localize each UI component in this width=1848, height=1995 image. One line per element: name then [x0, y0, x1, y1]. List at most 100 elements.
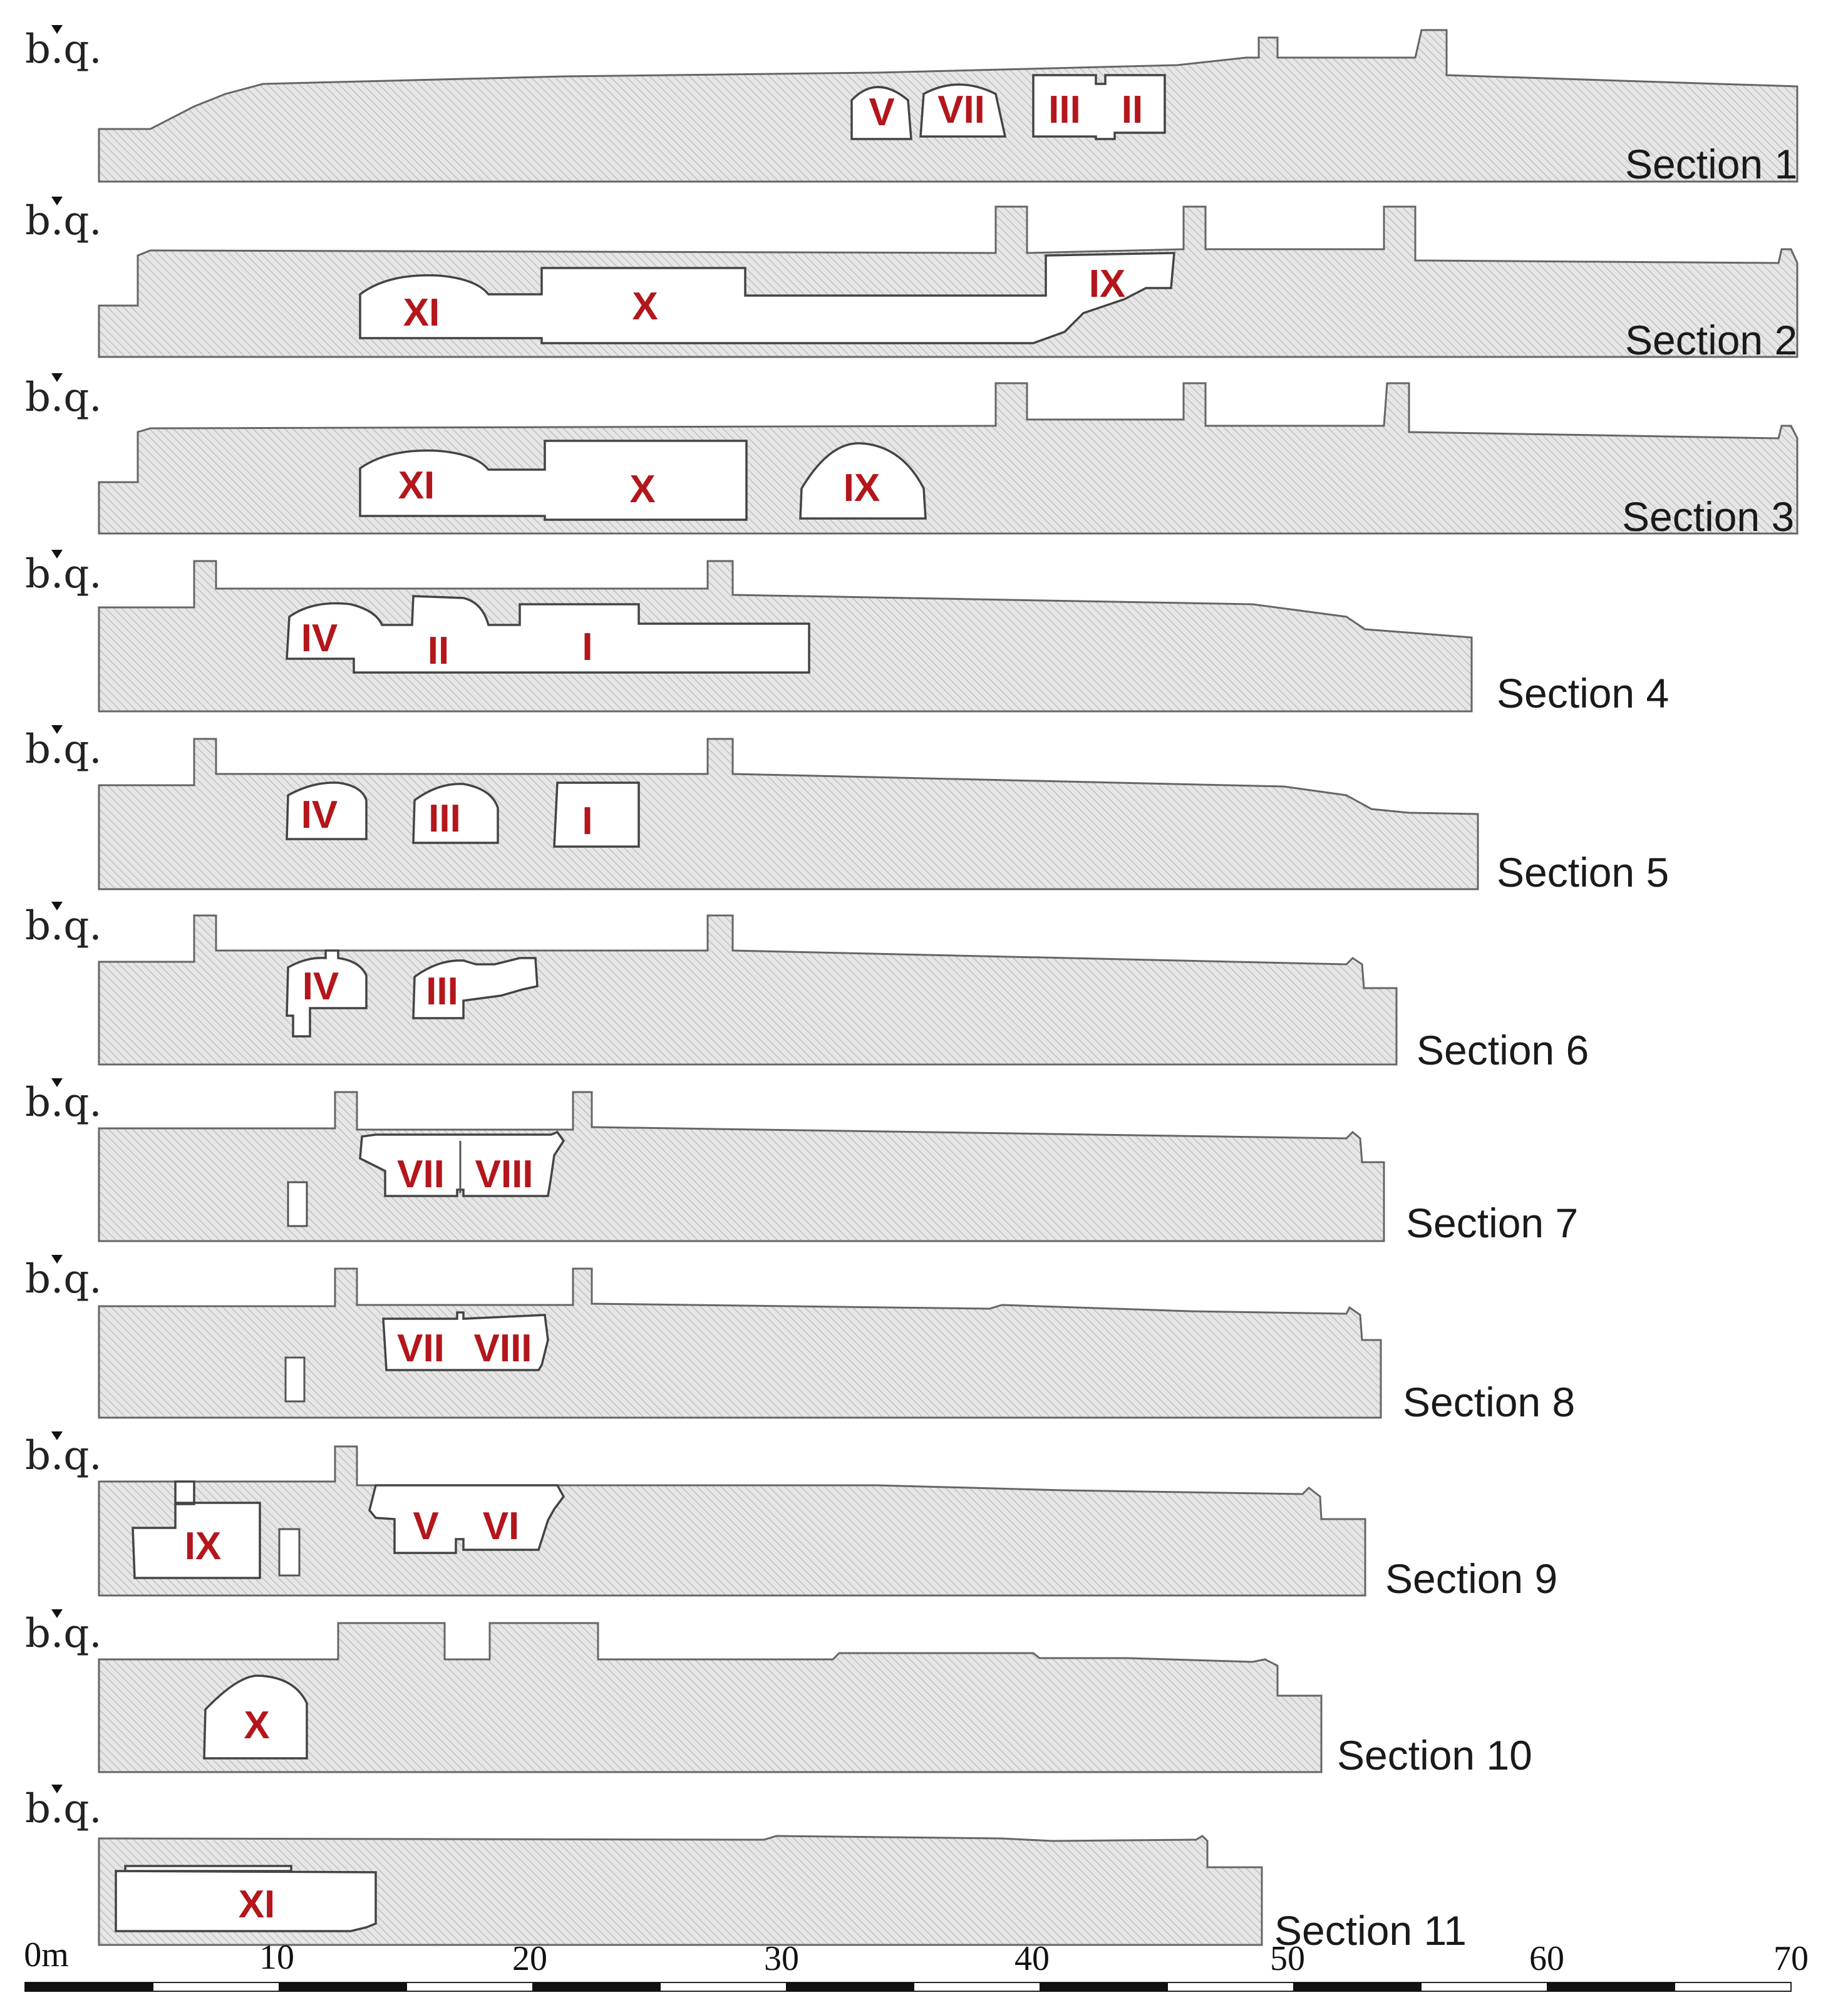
room-label: VII: [937, 88, 985, 131]
room-label: VIII: [475, 1153, 533, 1196]
benchmark-triangle-icon: [51, 25, 63, 34]
section-11-marker: b.q.: [25, 1786, 102, 1832]
section-11-room-xi: [115, 1870, 377, 1932]
room-label: IX: [844, 467, 880, 510]
benchmark-triangle-icon: [51, 1078, 63, 1087]
scale-bar-segment: [1293, 1982, 1422, 1991]
section-8-label: Section 8: [1403, 1379, 1575, 1425]
section-2-room-xi-x: [359, 252, 1175, 344]
section-1-marker: b.q.: [25, 26, 102, 73]
benchmark-triangle-icon: [51, 1609, 63, 1618]
section-9-room-v-vi: [368, 1484, 565, 1554]
room-label: VI: [483, 1505, 520, 1548]
scale-tick-label: 60: [1529, 1939, 1564, 1978]
section-11-label: Section 11: [1274, 1907, 1467, 1954]
section-7-ground: [98, 1091, 1385, 1242]
section-10: X b.q. Section 10: [25, 1611, 1532, 1778]
section-5-room-iv: [286, 781, 368, 840]
section-3-room-xi-x: [359, 440, 748, 521]
section-9-room-ix-gap: [174, 1480, 195, 1504]
section-3: XI X IX b.q. Section 3: [25, 374, 1799, 540]
section-8: VII VIII b.q. Section 8: [25, 1256, 1575, 1425]
room-label: III: [426, 970, 458, 1013]
section-10-room-x: [203, 1674, 308, 1760]
section-11-room-xi-top: [124, 1865, 292, 1872]
benchmark-triangle-icon: [51, 1785, 63, 1793]
section-9-ground: [98, 1445, 1366, 1597]
section-6-marker: b.q.: [25, 903, 102, 949]
section-6-ground: [98, 914, 1398, 1066]
scale-bar-segment: [1547, 1982, 1675, 1991]
section-7-marker: b.q.: [25, 1080, 102, 1126]
scale-bar-segment: [25, 1982, 153, 1991]
room-label: XI: [398, 464, 435, 507]
room-label: V: [869, 91, 894, 134]
section-3-marker: b.q.: [25, 374, 102, 421]
section-5: IV III I b.q. Section 5: [25, 726, 1669, 895]
section-10-marker: b.q.: [25, 1611, 102, 1657]
section-8-ground: [98, 1267, 1382, 1419]
section-8-vent: [284, 1356, 306, 1403]
room-label: VII: [397, 1153, 445, 1196]
section-7: VII VIII b.q. Section 7: [25, 1080, 1578, 1246]
room-label: X: [244, 1704, 269, 1747]
section-5-marker: b.q.: [25, 726, 102, 773]
room-label: I: [582, 626, 592, 669]
section-4-room-iv-ii-i: [286, 595, 810, 674]
room-label: II: [428, 629, 449, 673]
section-4: IV II I b.q. Section 4: [25, 551, 1669, 716]
room-label: X: [632, 285, 658, 328]
room-label: VII: [397, 1327, 445, 1370]
section-11-ground: [98, 1835, 1263, 1946]
section-7-room-vii-viii: [359, 1130, 565, 1197]
scale-bar: 0m 10 20 30 40 50 60 70: [24, 1936, 1809, 1992]
section-2-marker: b.q.: [25, 198, 102, 244]
section-5-room-i: [553, 781, 640, 848]
room-label: I: [582, 800, 592, 843]
scale-tick-label: 40: [1014, 1939, 1050, 1978]
section-8-marker: b.q.: [25, 1256, 102, 1302]
section-5-room-iii: [412, 783, 499, 844]
scale-tick-label: 10: [259, 1938, 294, 1977]
section-9-vent: [278, 1528, 301, 1577]
section-10-ground: [98, 1622, 1323, 1773]
section-6-label: Section 6: [1417, 1027, 1589, 1073]
room-label: XI: [403, 291, 440, 334]
section-11: XI b.q. Section 11: [25, 1786, 1467, 1954]
room-label: V: [413, 1505, 438, 1548]
section-9-marker: b.q.: [25, 1433, 102, 1479]
scale-tick-label: 0m: [24, 1936, 69, 1974]
room-label: IV: [301, 617, 338, 660]
benchmark-triangle-icon: [51, 373, 63, 382]
section-1: V VII III II b.q. Section 1: [25, 26, 1799, 187]
room-label: III: [428, 797, 461, 840]
benchmark-markers: [51, 25, 63, 1793]
room-label: X: [629, 468, 655, 511]
section-1-room-vii: [919, 83, 1007, 138]
section-9: IX V VI b.q. Section 9: [25, 1433, 1557, 1602]
section-2-label: Section 2: [1625, 317, 1797, 363]
section-10-label: Section 10: [1337, 1732, 1532, 1778]
room-label: IX: [1089, 262, 1126, 306]
section-1-room-iii-ii: [1032, 74, 1166, 140]
section-5-label: Section 5: [1497, 849, 1669, 895]
scale-bar-segment: [279, 1982, 407, 1991]
room-label: XI: [239, 1883, 276, 1926]
section-9-label: Section 9: [1385, 1555, 1557, 1602]
room-label: III: [1048, 88, 1081, 131]
section-3-label: Section 3: [1622, 493, 1794, 540]
section-9-room-ix: [132, 1502, 261, 1579]
scale-tick-label: 70: [1773, 1939, 1809, 1978]
section-1-label: Section 1: [1625, 141, 1797, 187]
section-7-label: Section 7: [1406, 1200, 1578, 1246]
benchmark-triangle-icon: [51, 1431, 63, 1440]
section-4-marker: b.q.: [25, 551, 102, 597]
section-1-room-v: [850, 86, 912, 140]
section-7-vent: [287, 1181, 308, 1227]
benchmark-triangle-icon: [51, 1255, 63, 1264]
scale-tick-label: 50: [1270, 1939, 1305, 1978]
scale-bar-segment: [532, 1982, 661, 1991]
benchmark-triangle-icon: [51, 197, 63, 205]
benchmark-triangle-icon: [51, 902, 63, 910]
room-label: IV: [301, 793, 338, 837]
